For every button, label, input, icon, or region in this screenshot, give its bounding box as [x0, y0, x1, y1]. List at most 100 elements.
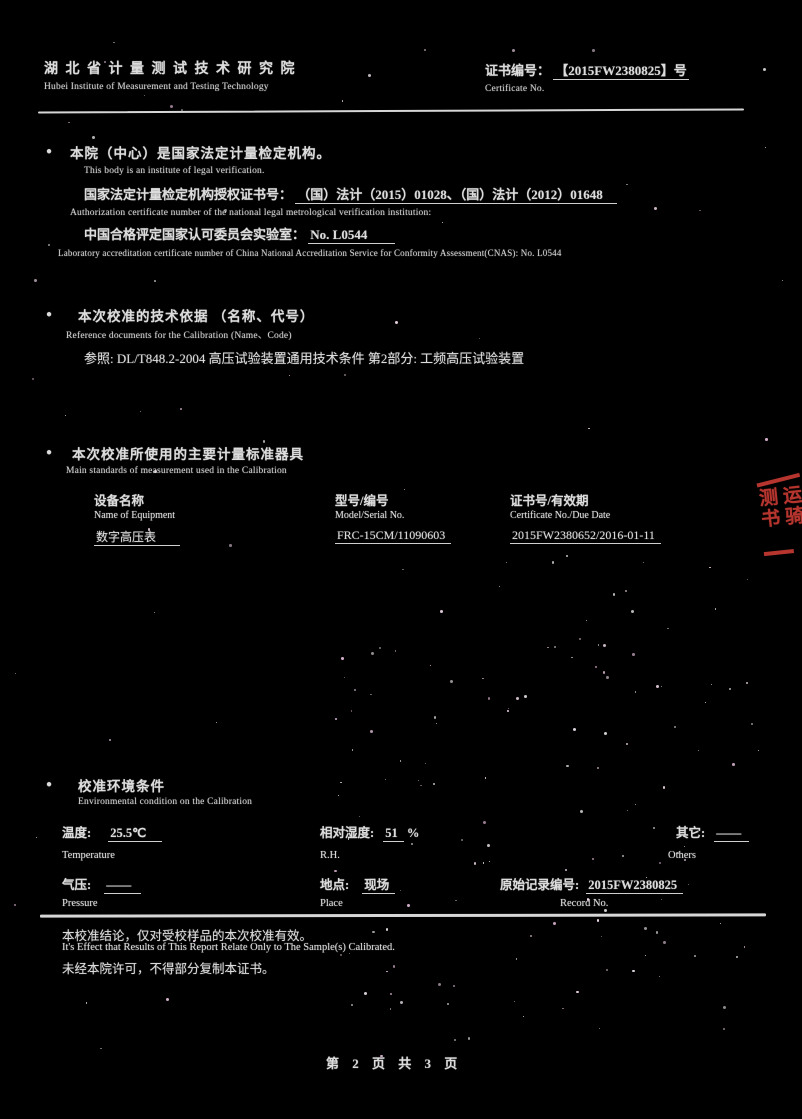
others-label-en: Others [668, 850, 696, 861]
noise-dot [736, 955, 739, 958]
institute-name-en: Hubei Institute of Measurement and Testi… [44, 82, 269, 92]
noise-dot [621, 854, 625, 858]
noise-dot [473, 862, 477, 865]
noise-dot [709, 566, 711, 569]
noise-dot [655, 931, 659, 935]
noise-dot [350, 1004, 353, 1007]
record-line: 原始记录编号: 2015FW2380825 [500, 874, 684, 894]
noise-dot [406, 903, 410, 907]
noise-dot [347, 838, 350, 840]
place-value: 现场 [362, 878, 396, 894]
noise-dot [781, 279, 783, 281]
noise-dot [399, 760, 402, 763]
noise-dot [92, 136, 95, 140]
legal-title-en: This body is an institute of legal verif… [84, 166, 265, 176]
noise-dot [688, 884, 690, 886]
noise-dot [349, 952, 351, 954]
noise-dot [113, 41, 115, 44]
noise-dot [486, 844, 490, 848]
temperature-line: 温度: 25.5℃ [62, 822, 163, 842]
noise-dot [15, 673, 17, 674]
noise-dot [511, 49, 515, 53]
noise-dot [229, 544, 232, 547]
reference-title-cn: 本次校准的技术依据 （名称、代号） [78, 309, 315, 324]
noise-dot [420, 785, 422, 787]
noise-dot [578, 637, 582, 641]
noise-dot [389, 1008, 391, 1010]
noise-dot [652, 826, 655, 829]
noise-dot [552, 561, 555, 564]
noise-dot [552, 921, 556, 925]
noise-dot [658, 975, 660, 977]
standards-col3-header-cn: 证书号/有效期 [510, 494, 589, 508]
noise-dot [644, 954, 646, 956]
noise-dot [576, 990, 579, 994]
noise-dot [33, 279, 37, 283]
noise-dot [351, 749, 354, 752]
noise-dot [436, 723, 438, 725]
noise-dot [139, 410, 141, 412]
noise-dot [411, 843, 414, 846]
noise-dot [746, 579, 748, 581]
noise-dot [602, 671, 606, 674]
noise-dot [596, 767, 599, 770]
noise-dot [694, 955, 696, 957]
noise-dot [370, 693, 373, 696]
noise-dot [467, 1037, 471, 1040]
noise-dot [631, 652, 635, 656]
standards-title-en: Main standards of measurement used in th… [66, 466, 287, 476]
noise-dot [343, 374, 346, 377]
page-number: 第 2 页 共 3 页 [326, 1056, 463, 1071]
noise-dot [631, 969, 635, 973]
environment-bullet-icon: ● [46, 779, 53, 790]
humidity-value: 51 [383, 826, 404, 842]
noise-dot [596, 919, 600, 922]
noise-dot [487, 697, 491, 700]
noise-dot [224, 209, 228, 212]
noise-dot [655, 685, 659, 689]
noise-dot [385, 928, 388, 931]
noise-dot [710, 683, 712, 685]
noise-dot [147, 528, 150, 531]
noise-dot [216, 722, 218, 724]
legal-bullet-icon: ● [46, 146, 53, 157]
noise-dot [86, 1002, 88, 1004]
noise-dot [654, 207, 658, 211]
noise-dot [758, 749, 760, 751]
noise-dot [442, 222, 444, 224]
noise-dot [677, 851, 680, 855]
standards-row-model-serial: FRC-15CM/11090603 [335, 528, 452, 544]
noise-dot [603, 644, 607, 648]
noise-dot [432, 782, 435, 785]
environment-divider [39, 913, 767, 918]
red-riding-seal-stamp: 运骑 测书 [752, 472, 802, 557]
noise-dot [612, 592, 616, 596]
noise-dot [429, 665, 431, 667]
noise-dot [180, 408, 183, 411]
noise-dot [47, 243, 51, 247]
noise-dot [354, 689, 357, 692]
record-label-en: Record No. [560, 898, 609, 909]
authorization-label-cn: 国家法定计量检定机构授权证书号： [84, 187, 293, 202]
standards-col3-header-en: Certificate No./Due Date [510, 510, 611, 521]
noise-dot [489, 860, 491, 863]
noise-dot [154, 280, 156, 282]
humidity-line: 相对湿度: 51 % [320, 826, 420, 842]
standards-bullet-icon: ● [46, 447, 53, 458]
noise-dot [453, 985, 456, 988]
noise-dot [662, 940, 666, 944]
noise-dot [100, 1047, 102, 1049]
noise-dot [394, 320, 398, 324]
noise-dot [400, 889, 402, 891]
noise-dot [662, 786, 666, 789]
others-line: 其它: —— [676, 822, 750, 842]
certificate-no-value: 【2015FW2380825】号 [553, 63, 689, 80]
temperature-label-en: Temperature [62, 850, 115, 861]
noise-dot [699, 209, 701, 211]
noise-dot [153, 470, 157, 474]
noise-dot [35, 836, 37, 838]
noise-dot [722, 1028, 725, 1031]
noise-dot [506, 562, 508, 564]
noise-dot [553, 645, 557, 649]
